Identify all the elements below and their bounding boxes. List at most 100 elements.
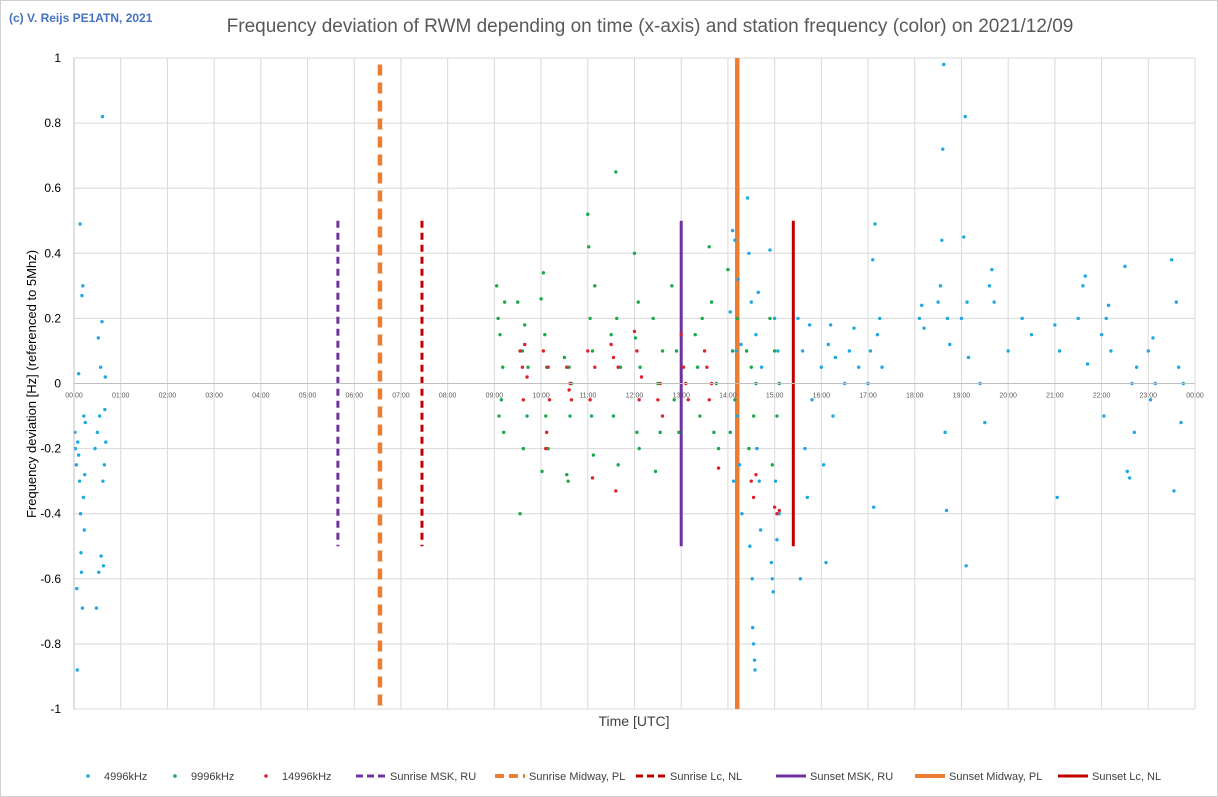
- data-point: [754, 472, 758, 477]
- data-point: [1132, 430, 1136, 435]
- data-point: [104, 440, 108, 444]
- data-point: [637, 446, 641, 451]
- data-point: [871, 258, 875, 262]
- data-point: [497, 414, 501, 418]
- data-point: [728, 310, 732, 314]
- data-point: [609, 342, 613, 347]
- data-point: [658, 430, 662, 435]
- data-point: [1104, 316, 1108, 321]
- data-point: [759, 365, 764, 369]
- data-point: [539, 297, 543, 301]
- data-point: [695, 365, 700, 369]
- data-point: [495, 284, 499, 288]
- data-point: [82, 528, 86, 532]
- data-point: [568, 414, 572, 418]
- data-point: [1123, 264, 1127, 269]
- data-point: [546, 365, 550, 369]
- data-point: [589, 414, 594, 418]
- chart-title: Frequency deviation of RWM depending on …: [226, 16, 1074, 37]
- data-point: [1146, 349, 1150, 353]
- data-point: [73, 446, 78, 451]
- data-point: [922, 326, 926, 330]
- legend-label: 4996kHz: [104, 771, 147, 783]
- data-point: [920, 303, 924, 308]
- data-point: [518, 512, 522, 516]
- data-point: [959, 316, 964, 321]
- data-point: [75, 586, 79, 591]
- legend-marker: [173, 774, 177, 778]
- data-point: [852, 326, 856, 330]
- data-point: [709, 300, 714, 304]
- data-point: [739, 342, 743, 347]
- x-tick-label: 15:00: [766, 393, 784, 400]
- data-point: [101, 479, 105, 483]
- data-point: [543, 332, 547, 337]
- y-tick-label: -0.8: [40, 637, 61, 651]
- data-point: [523, 323, 527, 327]
- data-point: [833, 355, 838, 360]
- y-tick-label: 0: [54, 377, 61, 391]
- data-point: [636, 300, 640, 304]
- data-point: [496, 316, 500, 321]
- data-point: [747, 251, 751, 255]
- data-point: [824, 560, 828, 565]
- data-point: [593, 284, 597, 288]
- data-point: [518, 349, 522, 353]
- data-point: [754, 332, 758, 337]
- data-point: [693, 332, 697, 337]
- data-point: [618, 365, 623, 369]
- data-point: [588, 316, 592, 321]
- data-point: [749, 479, 753, 483]
- data-point: [541, 349, 546, 353]
- data-point: [567, 365, 571, 369]
- data-point: [544, 414, 548, 418]
- data-point: [686, 398, 690, 402]
- data-point: [569, 398, 574, 402]
- data-point: [987, 284, 992, 288]
- data-point: [828, 323, 833, 327]
- data-point: [523, 342, 527, 347]
- data-point: [857, 365, 861, 369]
- legend-label: 14996kHz: [282, 771, 332, 783]
- data-point: [588, 398, 592, 402]
- data-point: [80, 606, 85, 610]
- data-point: [77, 479, 82, 483]
- legend-label: Sunrise Lc, NL: [670, 771, 742, 783]
- data-point: [101, 564, 106, 568]
- data-point: [565, 472, 569, 477]
- data-point: [740, 512, 744, 516]
- data-point: [821, 463, 826, 467]
- data-point: [565, 365, 569, 369]
- data-point: [656, 398, 660, 402]
- data-point: [78, 512, 83, 516]
- data-point: [777, 512, 781, 516]
- data-point: [1020, 316, 1024, 321]
- x-tick-label: 06:00: [345, 393, 363, 400]
- data-point: [757, 479, 761, 483]
- data-point: [660, 349, 665, 353]
- data-point: [586, 212, 590, 216]
- data-point: [547, 398, 552, 402]
- data-point: [614, 489, 618, 493]
- data-point: [80, 293, 84, 298]
- y-tick-label: 1: [54, 51, 61, 65]
- data-point: [633, 336, 638, 340]
- data-point: [941, 147, 945, 151]
- data-point: [819, 365, 824, 369]
- data-point: [730, 349, 735, 353]
- data-point: [965, 300, 969, 304]
- data-point: [79, 570, 84, 574]
- data-point: [100, 319, 104, 324]
- data-point: [103, 407, 107, 412]
- data-point: [749, 300, 753, 304]
- data-point: [520, 349, 525, 353]
- data-point: [1134, 365, 1139, 369]
- data-point: [611, 355, 616, 360]
- data-point: [540, 469, 544, 474]
- data-point: [777, 508, 781, 513]
- data-point: [745, 196, 750, 200]
- data-point: [758, 528, 763, 532]
- data-point: [1081, 284, 1085, 288]
- data-point: [516, 300, 520, 304]
- data-point: [1109, 349, 1113, 353]
